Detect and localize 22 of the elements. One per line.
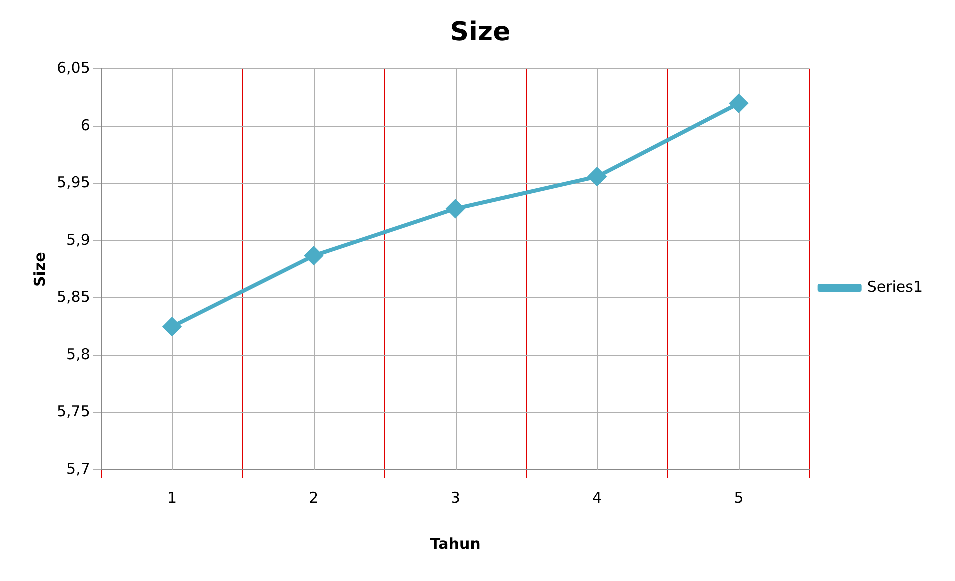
y-tick-label: 6 [80,116,90,134]
point [588,168,606,186]
chart-title: Size [450,17,511,48]
y-tick-label: 5,75 [56,402,90,421]
y-tick-label: 6,05 [56,59,90,78]
x-tick-label: 1 [167,488,178,507]
y-tick-label: 5,7 [66,460,90,478]
point [446,200,465,218]
x-tick-label: 3 [450,488,460,507]
legend-label: Series1 [867,278,923,296]
y-tick-label: 5,9 [66,230,90,249]
x-tick-label: 5 [734,488,744,507]
y-axis-title: Size [30,252,49,288]
x-tick-label: 2 [309,488,319,507]
point [304,246,323,265]
y-tick-label: 5,95 [56,174,90,192]
x-axis-title: Tahun [430,534,481,553]
point [163,318,182,336]
y-tick-label: 5,85 [56,288,90,306]
y-tick-label: 5,8 [66,345,90,364]
point [730,94,748,113]
x-tick-label: 4 [592,488,602,507]
